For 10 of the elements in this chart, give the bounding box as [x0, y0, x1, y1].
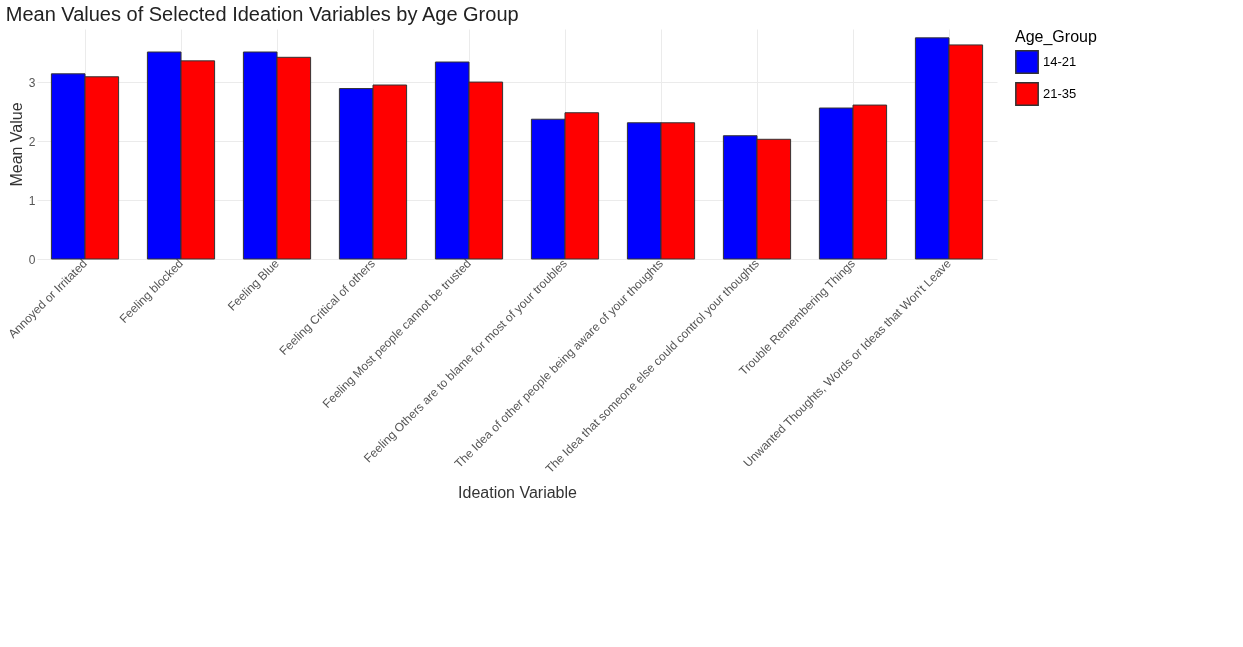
- y-axis-title: Mean Value: [7, 102, 25, 187]
- y-tick-label: 0: [28, 252, 36, 267]
- y-tick-label: 3: [28, 75, 36, 90]
- chart-title: Mean Values of Selected Ideation Variables by Age Group: [5, 3, 519, 25]
- legend-label: 14-21: [1043, 54, 1077, 69]
- legend-label: 21-35: [1043, 86, 1077, 101]
- y-tick-label: 2: [28, 134, 36, 149]
- x-axis-title: Ideation Variable: [458, 483, 578, 501]
- y-tick-label: 1: [28, 193, 36, 208]
- legend-title: Age_Group: [1015, 28, 1097, 46]
